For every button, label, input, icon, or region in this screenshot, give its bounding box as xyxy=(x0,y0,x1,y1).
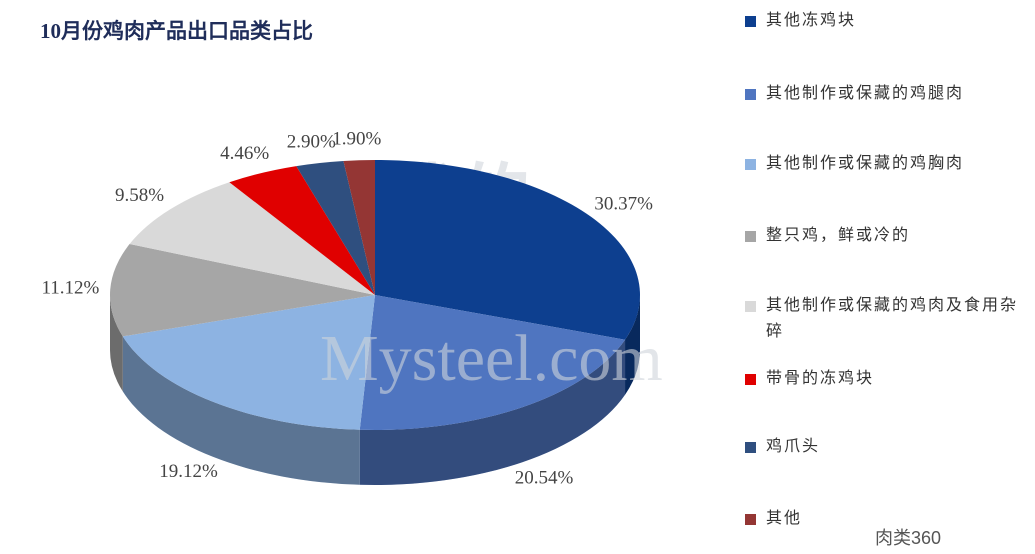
watermark: Mysteel.com xyxy=(320,322,663,395)
slice xyxy=(359,295,626,430)
slice xyxy=(122,295,376,430)
slice-side-shade xyxy=(122,336,360,485)
legend-item: 带骨的冻鸡块 xyxy=(745,366,1030,392)
slice-side-shade xyxy=(110,295,123,392)
legend-label: 其他制作或保藏的鸡肉及食用杂碎 xyxy=(766,297,1019,340)
chart-title: 10月份鸡肉产品出口品类占比 xyxy=(40,19,313,43)
slice-side-shade xyxy=(359,339,626,486)
legend-label: 整只鸡，鲜或冷的 xyxy=(766,227,911,244)
legend-label: 其他冻鸡块 xyxy=(766,12,857,29)
data-label: 11.12% xyxy=(42,278,100,299)
slice xyxy=(229,166,375,295)
legend-swatch xyxy=(745,231,756,242)
legend-swatch xyxy=(745,442,756,453)
slice xyxy=(375,160,641,340)
legend-item: 其他制作或保藏的鸡肉及食用杂碎 xyxy=(745,293,1030,345)
slice xyxy=(296,160,375,295)
legend-item: 鸡爪头 xyxy=(745,434,1030,460)
legend-item: 其他制作或保藏的鸡腿肉 xyxy=(745,81,1030,107)
data-label: 4.46% xyxy=(220,143,269,164)
legend-label: 鸡爪头 xyxy=(766,438,821,455)
source: 肉类360 xyxy=(875,528,942,548)
data-label: 9.58% xyxy=(115,185,164,206)
legend-label: 其他制作或保藏的鸡腿肉 xyxy=(766,85,965,102)
legend-swatch xyxy=(745,16,756,27)
legend-label: 其他制作或保藏的鸡胸肉 xyxy=(766,155,965,172)
slice xyxy=(129,182,375,295)
slice xyxy=(343,160,375,295)
slice xyxy=(109,244,375,337)
legend-label: 带骨的冻鸡块 xyxy=(766,370,875,387)
slice-side-shade xyxy=(625,295,640,395)
legend-swatch xyxy=(745,89,756,100)
legend-swatch xyxy=(745,159,756,170)
data-label: 30.37% xyxy=(594,194,653,215)
legend-item: 其他制作或保藏的鸡胸肉 xyxy=(745,151,1030,177)
slice-side xyxy=(110,295,123,392)
legend-item: 整只鸡，鲜或冷的 xyxy=(745,223,1030,249)
legend-item: 其他 xyxy=(745,506,1030,532)
data-label: 20.54% xyxy=(515,468,574,489)
legend-swatch xyxy=(745,374,756,385)
data-label: 1.90% xyxy=(332,128,381,149)
slice-side xyxy=(625,295,640,395)
legend-item: 其他冻鸡块 xyxy=(745,8,1030,34)
data-label: 2.90% xyxy=(287,132,336,153)
legend-label: 其他 xyxy=(766,510,803,527)
legend-swatch xyxy=(745,514,756,525)
data-label: 19.12% xyxy=(159,461,218,482)
slice-side xyxy=(359,339,626,486)
slice-side xyxy=(122,336,360,485)
legend-swatch xyxy=(745,301,756,312)
